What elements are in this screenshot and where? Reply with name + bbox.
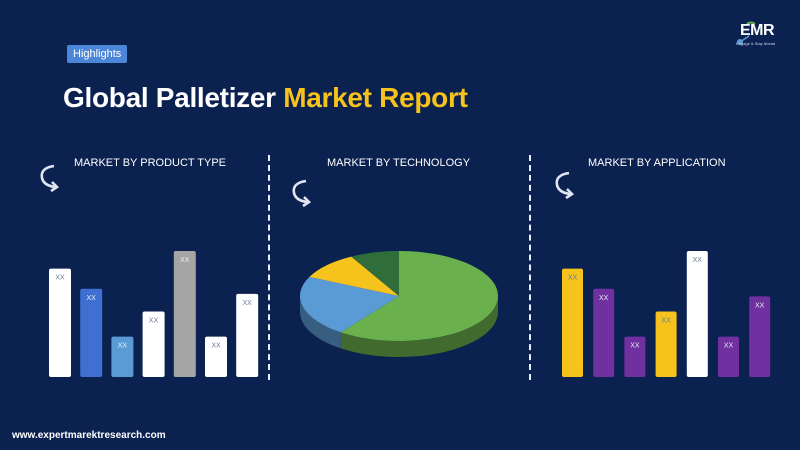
section-title-technology: MARKET BY TECHNOLOGY: [327, 157, 471, 169]
bar: [80, 288, 103, 377]
data-label: XX: [55, 275, 65, 282]
data-label: XX: [630, 343, 640, 350]
data-label: XX: [87, 295, 97, 302]
data-label: XX: [118, 343, 128, 350]
curved-arrow-icon: [40, 164, 60, 193]
title-prefix: Global Palletizer: [63, 82, 284, 113]
bar: [49, 268, 71, 377]
pie-slice: [340, 251, 498, 341]
section-title-application: MARKET BY APPLICATION: [588, 157, 726, 169]
curved-arrow-icon: [555, 171, 575, 200]
bar: [111, 336, 134, 377]
data-label: XX: [211, 343, 221, 350]
data-label: XX: [693, 257, 703, 264]
logo-tagline: Engage & Stay Ahead: [736, 41, 776, 46]
bar: [173, 251, 196, 377]
bar: [593, 288, 615, 377]
curved-arrow-icon: [292, 179, 312, 208]
data-label: XX: [568, 275, 578, 282]
bar: [236, 293, 259, 377]
section-divider: [529, 155, 531, 380]
emr-logo-icon: [737, 21, 756, 45]
data-label: XX: [243, 300, 253, 307]
pie-slice: [300, 276, 399, 333]
bar: [624, 336, 646, 377]
data-label: XX: [755, 302, 765, 309]
highlights-badge: Highlights: [67, 45, 128, 63]
bar: [655, 311, 677, 377]
bar: [562, 268, 583, 377]
bar: [749, 296, 771, 377]
pie-slice-side: [300, 296, 341, 349]
bar: [142, 311, 165, 377]
pie-slice-side: [340, 296, 498, 357]
data-label: XX: [149, 317, 159, 324]
pie-slice: [351, 251, 399, 296]
bar: [718, 336, 739, 377]
footer-website: www.expertmarektresearch.com: [12, 430, 166, 441]
page-title: Global Palletizer Market Report: [63, 82, 468, 114]
data-label: XX: [661, 317, 671, 324]
title-accent: Market Report: [283, 82, 468, 113]
bar: [686, 251, 708, 377]
section-title-product-type: MARKET BY PRODUCT TYPE: [74, 157, 227, 169]
data-label: XX: [599, 295, 609, 302]
bar: [205, 336, 227, 377]
logo-text: EMR: [740, 22, 775, 39]
data-label: XX: [180, 257, 190, 264]
section-divider: [268, 155, 270, 380]
data-label: XX: [724, 343, 734, 350]
pie-slice: [309, 256, 399, 296]
